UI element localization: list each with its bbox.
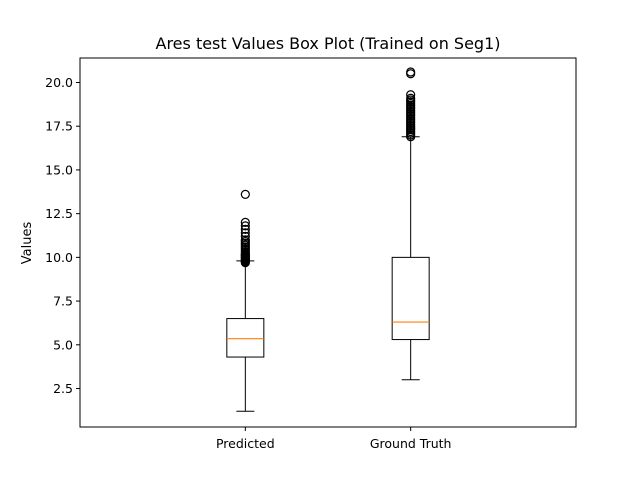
plot-area: 2.5 5.0 7.5 10.0 12.5 15.0 17.5 20.0 Predicted Gr…: [45, 67, 452, 451]
y-tick-label: 7.5: [53, 294, 73, 309]
axes-frame: [79, 57, 577, 428]
outlier-point: [240, 235, 250, 245]
outlier-point: [406, 90, 416, 100]
box-iqr: [226, 318, 265, 358]
y-tick-label: 17.5: [45, 119, 73, 134]
outlier-point: [240, 231, 250, 241]
outlier-point: [240, 217, 250, 227]
y-tick-label: 10.0: [45, 250, 73, 265]
outlier-point: [240, 228, 250, 238]
x-tick-label: Predicted: [216, 436, 275, 451]
y-axis-label: Values: [20, 222, 35, 265]
outlier-point: [240, 224, 250, 234]
y-tick-label: 20.0: [45, 75, 73, 90]
outlier-point: [406, 67, 416, 77]
x-tick-label: Ground Truth: [370, 436, 452, 451]
y-tick-label: 2.5: [53, 381, 73, 396]
box-iqr: [391, 256, 430, 341]
outlier-point: [240, 189, 250, 200]
chart-title: Ares test Values Box Plot (Trained on Se…: [156, 34, 501, 53]
y-tick-label: 12.5: [45, 206, 73, 221]
y-tick-label: 5.0: [53, 337, 73, 352]
outlier-point: [406, 93, 416, 103]
y-tick-label: 15.0: [45, 162, 73, 177]
outlier-point: [240, 221, 250, 231]
